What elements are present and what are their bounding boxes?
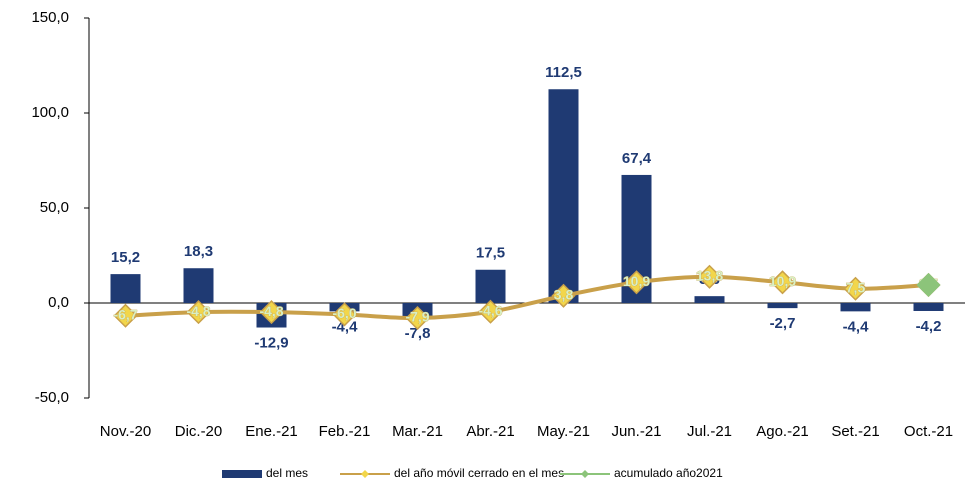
line-label: 10,9 <box>623 273 650 289</box>
bar-label: -12,9 <box>254 334 288 351</box>
x-tick-label: Ago.-21 <box>756 423 809 440</box>
x-tick-label: Set.-21 <box>831 423 879 440</box>
bar-label: 18,3 <box>184 243 213 260</box>
marker <box>113 303 138 328</box>
y-tick-label: 50,0 <box>40 199 69 216</box>
bar-label: 112,5 <box>545 64 582 81</box>
legend-marker <box>361 470 369 478</box>
bar-label: 67,4 <box>622 150 652 167</box>
line-label: 3,8 <box>554 286 574 302</box>
line-label: -4,8 <box>186 303 210 319</box>
marker <box>551 283 576 308</box>
x-tick-label: Mar.-21 <box>392 423 443 440</box>
y-tick-label: -50,0 <box>35 389 69 406</box>
bar <box>183 268 214 303</box>
line-label: 10,9 <box>769 273 796 289</box>
marker <box>770 270 795 295</box>
bar-label: 17,5 <box>476 245 505 262</box>
x-tick-label: Ene.-21 <box>245 423 298 440</box>
x-tick-label: Jul.-21 <box>687 423 732 440</box>
marker <box>259 300 284 325</box>
bar-label: 15,2 <box>111 249 140 266</box>
legend-marker <box>581 470 589 478</box>
x-tick-label: Nov.-20 <box>100 423 151 440</box>
x-tick-label: May.-21 <box>537 423 590 440</box>
line-label: 7,5 <box>846 279 866 295</box>
legend-label: del mes <box>266 466 308 480</box>
bar <box>548 89 579 303</box>
marker <box>186 300 211 325</box>
legend-label: acumulado año2021 <box>614 466 723 480</box>
x-tick-label: Abr.-21 <box>466 423 514 440</box>
bar-label: -4,2 <box>916 318 942 335</box>
y-tick-label: 100,0 <box>31 104 69 121</box>
legend-label: del año móvil cerrado en el mes <box>394 466 564 480</box>
bar-label: -4,4 <box>332 318 359 335</box>
line-label: 13,8 <box>696 267 723 283</box>
bar-label: -7,8 <box>405 325 431 342</box>
marker <box>405 305 430 331</box>
line-label: -6,7 <box>113 306 137 322</box>
bar <box>840 303 871 312</box>
x-tick-label: Feb.-21 <box>319 423 371 440</box>
y-tick-label: 150,0 <box>31 9 69 26</box>
line-label: -6,0 <box>332 305 356 321</box>
x-tick-label: Oct.-21 <box>904 423 953 440</box>
legend-swatch <box>222 470 262 478</box>
marker <box>697 264 722 289</box>
bar <box>913 303 944 311</box>
line-label: -4,6 <box>478 302 502 318</box>
bar <box>767 303 798 309</box>
marker <box>916 272 941 298</box>
bar <box>110 274 141 303</box>
line-label: -7,9 <box>405 309 429 325</box>
marker <box>624 270 649 295</box>
bar-label: -2,7 <box>770 315 796 332</box>
bar-label: -4,4 <box>843 318 870 335</box>
bar <box>694 296 725 303</box>
x-tick-label: Jun.-21 <box>611 423 661 440</box>
line-label: -4,8 <box>259 303 283 319</box>
bar <box>475 269 506 303</box>
marker <box>478 299 503 324</box>
line <box>125 274 929 321</box>
x-tick-label: Dic.-20 <box>175 423 223 440</box>
y-tick-label: 0,0 <box>48 294 69 311</box>
marker <box>843 276 868 301</box>
marker <box>332 302 357 327</box>
